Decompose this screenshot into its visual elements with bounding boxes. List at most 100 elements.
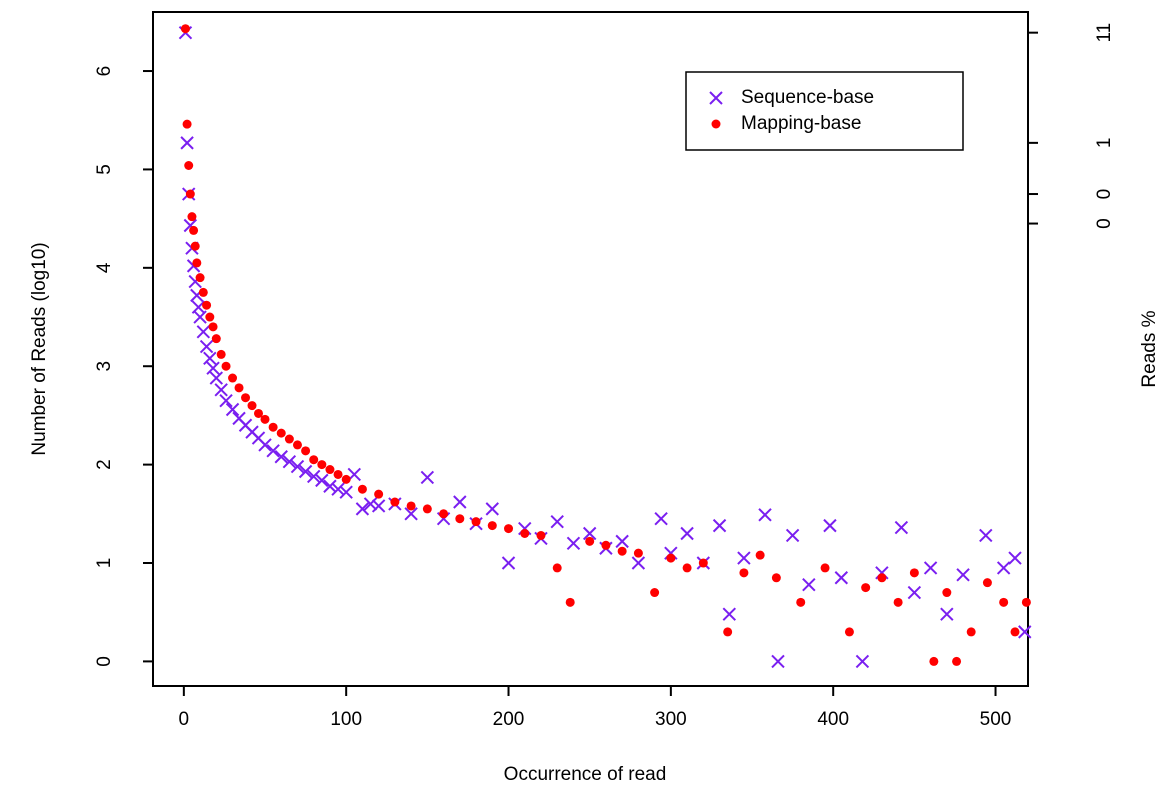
point [180, 24, 190, 34]
point [550, 514, 564, 529]
point [390, 497, 400, 507]
point [552, 563, 562, 573]
point [208, 322, 218, 332]
point [633, 548, 643, 558]
point [315, 473, 329, 488]
point [471, 517, 481, 527]
point [952, 656, 962, 666]
point [615, 534, 629, 549]
y-tick-label: 4 [94, 262, 115, 273]
point [339, 485, 353, 499]
point [182, 119, 192, 129]
point [292, 440, 302, 450]
y2-tick-label: 1 [1094, 138, 1115, 149]
point [893, 597, 903, 607]
point [374, 489, 384, 499]
legend-marker [711, 119, 721, 129]
point [211, 334, 221, 344]
point [206, 361, 220, 375]
point [1018, 625, 1032, 639]
point [209, 371, 224, 385]
point [214, 383, 228, 397]
x-tick-label: 0 [179, 709, 190, 730]
y-tick-label: 3 [94, 361, 115, 372]
point [260, 414, 270, 424]
point [680, 526, 694, 541]
point [723, 627, 733, 637]
point [228, 373, 238, 383]
point [982, 578, 992, 588]
point [996, 561, 1011, 575]
point [771, 654, 785, 669]
y2-axis-label: Reads % [1139, 310, 1160, 387]
point [219, 393, 233, 408]
point [184, 160, 194, 170]
point [999, 597, 1009, 607]
point [802, 577, 816, 592]
point [298, 464, 313, 479]
point [185, 189, 195, 199]
point [485, 502, 499, 516]
point [601, 540, 611, 550]
point [907, 585, 922, 600]
point [712, 518, 727, 533]
point [785, 528, 800, 543]
point [909, 568, 919, 578]
legend-box [685, 71, 964, 151]
point [796, 597, 806, 607]
point [241, 393, 251, 403]
point [855, 654, 870, 669]
point [877, 573, 887, 583]
point [225, 402, 240, 417]
point [189, 225, 199, 235]
point [205, 312, 215, 322]
point [192, 258, 202, 268]
point [504, 524, 514, 534]
y-tick-label: 1 [94, 558, 115, 569]
point [1010, 627, 1020, 637]
point [956, 568, 970, 582]
x-tick-label: 100 [330, 709, 362, 730]
point [654, 512, 668, 526]
x-tick-label: 300 [655, 709, 687, 730]
point [216, 349, 226, 359]
point [536, 530, 546, 540]
y-tick-label: 2 [94, 459, 115, 470]
y2-tick-label: 0 [1094, 189, 1115, 200]
point [844, 627, 854, 637]
x-axis-label: Occurrence of read [504, 764, 667, 785]
point [323, 479, 337, 493]
point [422, 504, 432, 514]
point [823, 518, 837, 533]
x-tick-label: 500 [980, 709, 1012, 730]
point [301, 446, 311, 456]
point [923, 561, 938, 575]
point [276, 428, 286, 438]
plot-frame [152, 11, 1029, 687]
point [341, 474, 351, 484]
point [439, 509, 449, 519]
point [420, 470, 435, 485]
point [698, 558, 708, 568]
point [755, 550, 765, 560]
legend-label: Mapping-base [741, 113, 861, 134]
point [268, 422, 278, 432]
point [274, 450, 288, 464]
y-tick-label: 5 [94, 164, 115, 175]
point [650, 588, 660, 598]
point [739, 568, 749, 578]
y-axis-label: Number of Reads (log10) [29, 242, 50, 455]
point [682, 563, 692, 573]
point [566, 536, 581, 551]
point [234, 383, 244, 393]
y2-tick-label: 0 [1094, 218, 1115, 229]
point [820, 563, 830, 573]
point [195, 273, 205, 283]
point [355, 502, 370, 516]
point [290, 459, 305, 474]
point [203, 351, 217, 366]
point [582, 526, 597, 541]
point [834, 571, 849, 585]
point [617, 546, 627, 556]
